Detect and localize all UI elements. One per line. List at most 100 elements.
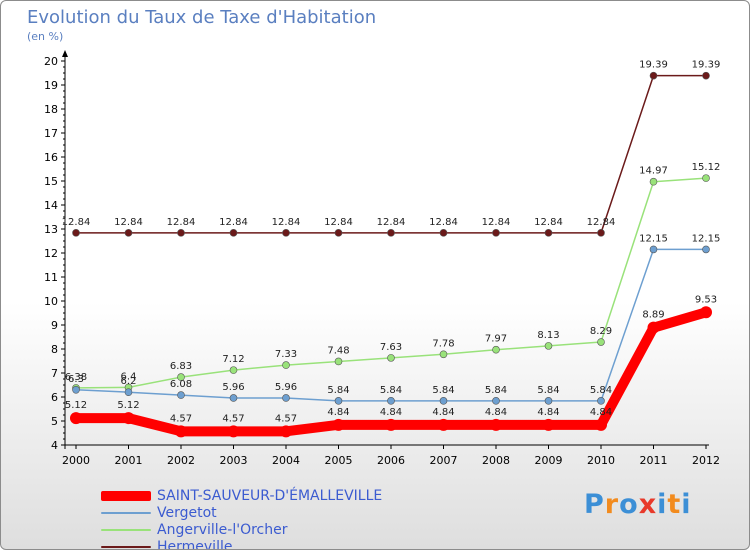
data-label: 7.33 — [275, 349, 297, 360]
legend-label: Hermeville — [157, 538, 233, 550]
y-tick-label: 17 — [44, 127, 58, 140]
y-tick-label: 18 — [44, 103, 58, 116]
data-point — [124, 229, 133, 237]
logo-letter: P — [584, 489, 605, 520]
x-tick-label: 2004 — [272, 454, 300, 467]
legend-label: Vergetot — [157, 504, 217, 521]
x-tick-label: 2010 — [587, 454, 615, 467]
data-labels: 12.84 12.84 12.84 12.84 12.84 12.84 12.84 12.84… — [62, 60, 721, 425]
data-label: 4.57 — [275, 413, 297, 424]
logo-letter: x — [638, 489, 658, 520]
data-point — [702, 245, 710, 254]
data-point — [72, 385, 80, 394]
data-point — [595, 418, 607, 431]
data-point — [439, 229, 448, 237]
data-point — [597, 338, 605, 346]
data-label: 5.12 — [117, 400, 139, 411]
x-tick-label: 2005 — [325, 454, 353, 467]
logo-letter: o — [619, 489, 639, 520]
chart-unit: (en %) — [27, 30, 64, 43]
data-label: 12.15 — [639, 233, 668, 244]
data-label: 12.84 — [429, 217, 458, 228]
y-tick-label: 13 — [44, 223, 58, 236]
logo-letter: i — [657, 489, 668, 520]
y-tick-label: 14 — [44, 199, 58, 212]
data-label: 12.84 — [324, 217, 353, 228]
x-tick-label: 2000 — [62, 454, 90, 467]
x-tick-label: 2012 — [692, 454, 720, 467]
data-label: 4.57 — [170, 413, 192, 424]
data-label: 14.97 — [639, 166, 668, 177]
logo-letter: i — [681, 489, 692, 520]
data-point — [227, 425, 240, 438]
data-point — [439, 397, 448, 405]
data-label: 7.78 — [432, 338, 454, 349]
data-point — [387, 229, 395, 237]
data-label: 6.83 — [170, 361, 192, 372]
data-label: 4.84 — [327, 407, 349, 418]
data-label: 12.84 — [587, 217, 616, 228]
data-label: 19.39 — [639, 60, 668, 71]
legend-label: SAINT-SAUVEUR-D'ÉMALLEVILLE — [157, 487, 383, 504]
data-point — [177, 391, 185, 399]
y-tick-label: 5 — [51, 415, 58, 428]
data-label: 19.39 — [692, 60, 721, 71]
data-point — [175, 425, 187, 438]
legend-swatch — [101, 490, 151, 501]
data-label: 4.84 — [537, 407, 559, 418]
data-label: 6.3 — [68, 374, 84, 385]
legend-swatch — [101, 545, 151, 548]
data-label: 12.84 — [62, 217, 91, 228]
data-label: 5.84 — [432, 385, 454, 396]
logo-letter: t — [667, 489, 682, 520]
data-point — [124, 388, 133, 397]
series-points — [70, 71, 712, 438]
data-label: 5.84 — [380, 385, 402, 396]
axes: 4 5 6 7 8 9 10 11 12 13 14 15 16 17 18 19 20 2000 2001 2002… — [44, 50, 720, 467]
data-point — [492, 229, 500, 237]
legend-item: SAINT-SAUVEUR-D'ÉMALLEVILLE — [101, 487, 382, 504]
y-axis-arrow — [62, 50, 68, 57]
data-label: 6.38 — [65, 372, 87, 383]
logo-letter: r — [604, 489, 620, 520]
series-lines — [71, 74, 711, 437]
y-tick-label: 11 — [44, 271, 58, 284]
data-label: 4.84 — [485, 407, 507, 418]
y-tick-label: 16 — [44, 151, 58, 164]
data-point — [387, 354, 395, 362]
data-label: 12.84 — [377, 217, 406, 228]
data-point — [334, 397, 343, 405]
data-label: 5.96 — [275, 382, 297, 393]
data-point — [544, 397, 553, 405]
data-label: 6.4 — [121, 371, 137, 382]
data-label: 4.84 — [380, 407, 402, 418]
data-point — [280, 425, 292, 438]
legend-item: Hermeville — [101, 538, 382, 550]
chart-title: Evolution du Taux de Taxe d'Habitation — [27, 7, 377, 28]
data-label: 6.2 — [121, 376, 137, 387]
data-label: 9.53 — [695, 294, 717, 305]
data-label: 4.84 — [590, 407, 612, 418]
data-point — [332, 418, 345, 431]
x-tick-label: 2009 — [535, 454, 563, 467]
data-point — [282, 361, 290, 369]
data-point — [490, 418, 502, 431]
legend-swatch — [101, 511, 151, 514]
data-point — [70, 412, 82, 425]
data-point — [439, 350, 448, 359]
data-label: 12.84 — [482, 217, 511, 228]
data-label: 8.13 — [537, 330, 559, 341]
data-point — [597, 229, 605, 237]
data-label: 8.29 — [590, 326, 612, 337]
data-point — [387, 397, 395, 405]
x-tick-label: 2006 — [377, 454, 405, 467]
data-point — [542, 418, 555, 431]
legend-item: Angerville-l'Orcher — [101, 521, 382, 538]
data-point — [702, 71, 710, 80]
data-label: 12.84 — [272, 217, 301, 228]
x-tick-label: 2007 — [430, 454, 458, 467]
data-point — [492, 345, 500, 354]
legend-swatch — [101, 528, 151, 531]
data-point — [229, 394, 238, 402]
